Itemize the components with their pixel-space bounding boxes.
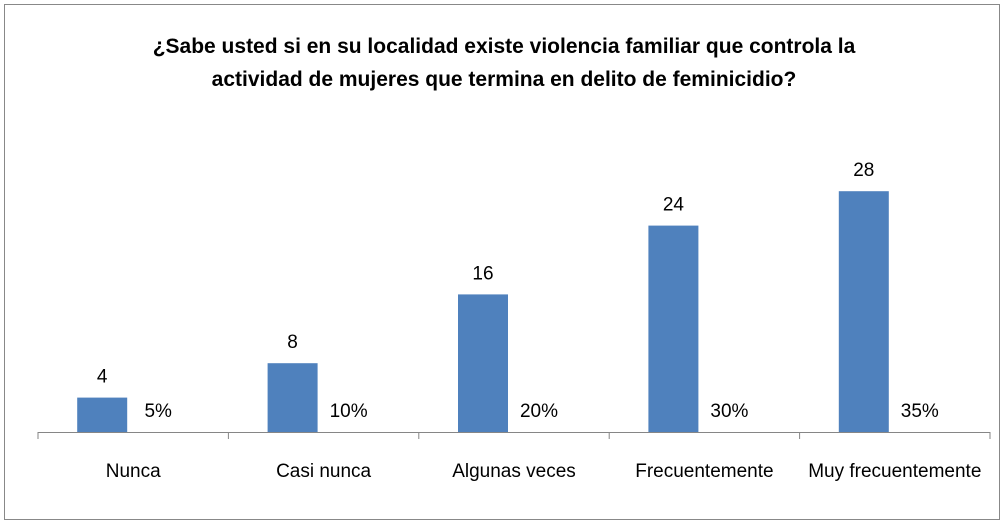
bar bbox=[458, 294, 508, 432]
x-tick-label: Nunca bbox=[106, 461, 161, 482]
chart-border bbox=[4, 4, 1000, 520]
bar bbox=[838, 191, 889, 432]
bar bbox=[895, 131, 945, 432]
bar bbox=[648, 225, 699, 432]
data-label: 16 bbox=[472, 263, 493, 284]
bar bbox=[704, 174, 754, 432]
bar bbox=[267, 363, 318, 432]
data-label: 4 bbox=[97, 367, 108, 388]
x-tick-label: Frecuentemente bbox=[635, 461, 773, 482]
data-label: 8 bbox=[287, 332, 298, 353]
x-tick-label: Algunas veces bbox=[452, 461, 576, 482]
bar bbox=[77, 397, 128, 432]
x-tick-label: Muy frecuentemente bbox=[808, 461, 981, 482]
data-label: 10% bbox=[330, 401, 368, 422]
data-label: 24 bbox=[663, 195, 685, 216]
data-label: 28 bbox=[853, 160, 874, 181]
data-label: 30% bbox=[710, 401, 748, 422]
data-label: 35% bbox=[901, 401, 939, 422]
chart-title: ¿Sabe usted si en su localidad existe vi… bbox=[152, 35, 856, 91]
data-label: 5% bbox=[144, 401, 172, 422]
x-tick-label: Casi nunca bbox=[276, 461, 371, 482]
data-label: 20% bbox=[520, 401, 558, 422]
